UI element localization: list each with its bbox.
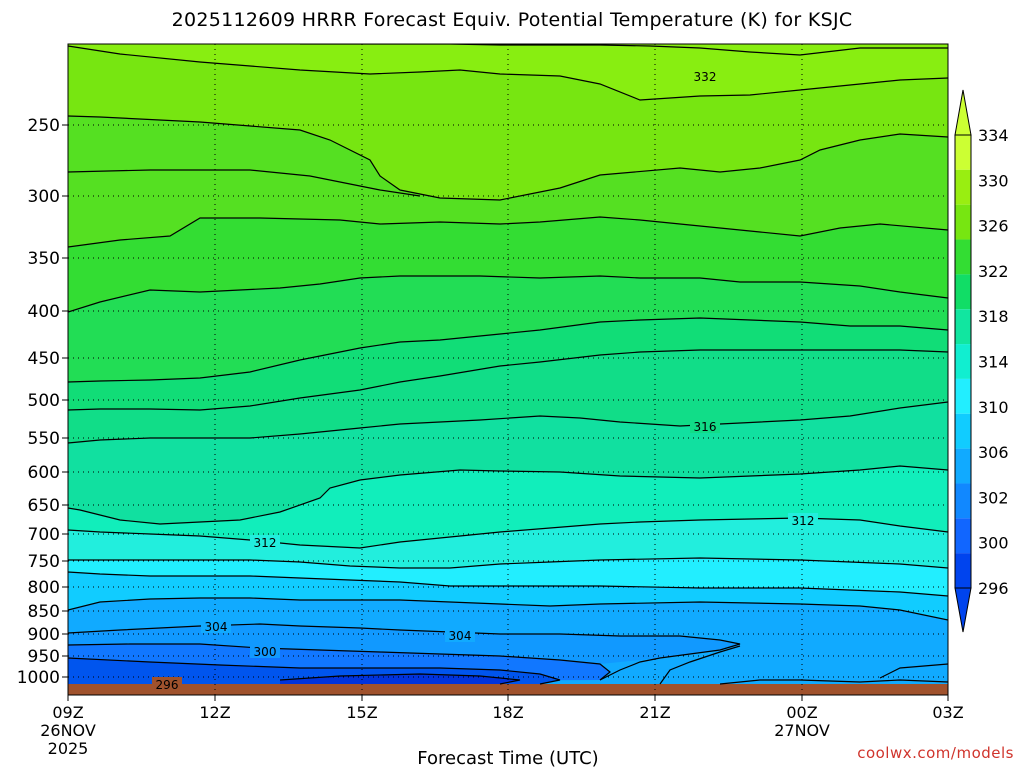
band-304 (68, 572, 948, 620)
x-tick-label: 09Z (52, 703, 83, 722)
x-tick-sublabel: 26NOV (40, 721, 96, 740)
colorbar-segment (955, 378, 971, 414)
y-tick-label: 600 (28, 463, 60, 483)
colorbar-tick-label: 322 (978, 262, 1009, 281)
colorbar-tick-label: 330 (978, 171, 1009, 190)
colorbar-tick-label: 334 (978, 126, 1009, 145)
colorbar-segment (955, 553, 971, 588)
colorbar-segment (955, 344, 971, 379)
colorbar-segment (955, 309, 971, 345)
y-tick-label: 450 (28, 349, 60, 369)
contour-label: 304 (205, 620, 228, 634)
contour-lines (68, 44, 948, 685)
y-tick-label: 350 (28, 249, 60, 269)
contour-labels: 332 316 312 312 304 304 300 296 (152, 69, 818, 692)
y-tick-label: 500 (28, 391, 60, 411)
band-308 (68, 518, 948, 568)
y-tick-label: 300 (28, 187, 60, 207)
y-tick-label: 650 (28, 496, 60, 516)
colorbar-tick-label: 302 (978, 488, 1009, 507)
contour-label: 312 (254, 536, 277, 550)
colorbar-tick-label: 318 (978, 307, 1009, 326)
y-tick-label: 850 (28, 602, 60, 622)
grid-lines (68, 44, 948, 695)
x-tick-label: 12Z (199, 703, 230, 722)
credit-text: coolwx.com/models (857, 744, 1014, 762)
band-312 (68, 402, 948, 524)
y-tick-label: 900 (28, 625, 60, 645)
y-tick-label: 750 (28, 552, 60, 572)
contour-label: 304 (449, 629, 472, 643)
colorbar-segment (955, 274, 971, 310)
colorbar-tick-label: 296 (978, 579, 1009, 598)
colorbar-segment (955, 204, 971, 240)
band-314 (68, 350, 948, 443)
y-tick-label: 700 (28, 525, 60, 545)
contour-label: 312 (792, 514, 815, 528)
colorbar-tick-label: 314 (978, 353, 1009, 372)
colorbar-segment (955, 135, 971, 170)
plot-area: 332 316 312 312 304 304 300 296 (68, 44, 948, 695)
x-tick-label: 00Z (786, 703, 817, 722)
colorbar-tick-label: 326 (978, 217, 1009, 236)
y-tick-label: 950 (28, 647, 60, 667)
colorbar-extend-min (954, 587, 972, 633)
band-326 (68, 46, 948, 200)
x-tick-sublabel: 27NOV (774, 721, 830, 740)
colorbar: 334 330 326 322 318 314 310 306 302 300 296 (954, 89, 1009, 633)
x-axis: 09Z 26NOV 2025 12Z 15Z 18Z 21Z 00Z 27NOV… (40, 695, 964, 768)
y-tick-label: 800 (28, 578, 60, 598)
colorbar-segment (955, 413, 971, 449)
band-310 (68, 466, 948, 548)
contour-label: 300 (254, 645, 277, 659)
x-tick-label: 03Z (932, 703, 963, 722)
band-330 (68, 44, 948, 100)
x-tick-label: 15Z (346, 703, 377, 722)
colorbar-tick-label: 300 (978, 534, 1009, 553)
contour-label: 316 (694, 420, 717, 434)
x-axis-label: Forecast Time (UTC) (417, 748, 598, 768)
colorbar-segment (955, 518, 971, 554)
x-tick-label: 18Z (492, 703, 523, 722)
x-tick-sublabel: 2025 (48, 739, 89, 758)
x-tick-label: 21Z (639, 703, 670, 722)
colorbar-segment (955, 169, 971, 205)
chart-title: 2025112609 HRRR Forecast Equiv. Potentia… (172, 9, 853, 31)
y-tick-label: 550 (28, 429, 60, 449)
contour-label: 296 (156, 678, 179, 692)
y-axis: 250 300 350 400 450 500 550 600 650 700 … (17, 116, 68, 688)
colorbar-tick-label: 306 (978, 443, 1009, 462)
colorbar-segment (955, 483, 971, 519)
y-tick-label: 250 (28, 116, 60, 136)
contour-label: 332 (694, 70, 717, 84)
colorbar-segment (955, 448, 971, 484)
y-tick-label: 400 (28, 302, 60, 322)
colorbar-tick-label: 310 (978, 398, 1009, 417)
band-322 (68, 116, 948, 247)
y-tick-label: 1000 (17, 668, 60, 688)
colorbar-segment (955, 239, 971, 275)
colorbar-extend-max (954, 89, 972, 136)
